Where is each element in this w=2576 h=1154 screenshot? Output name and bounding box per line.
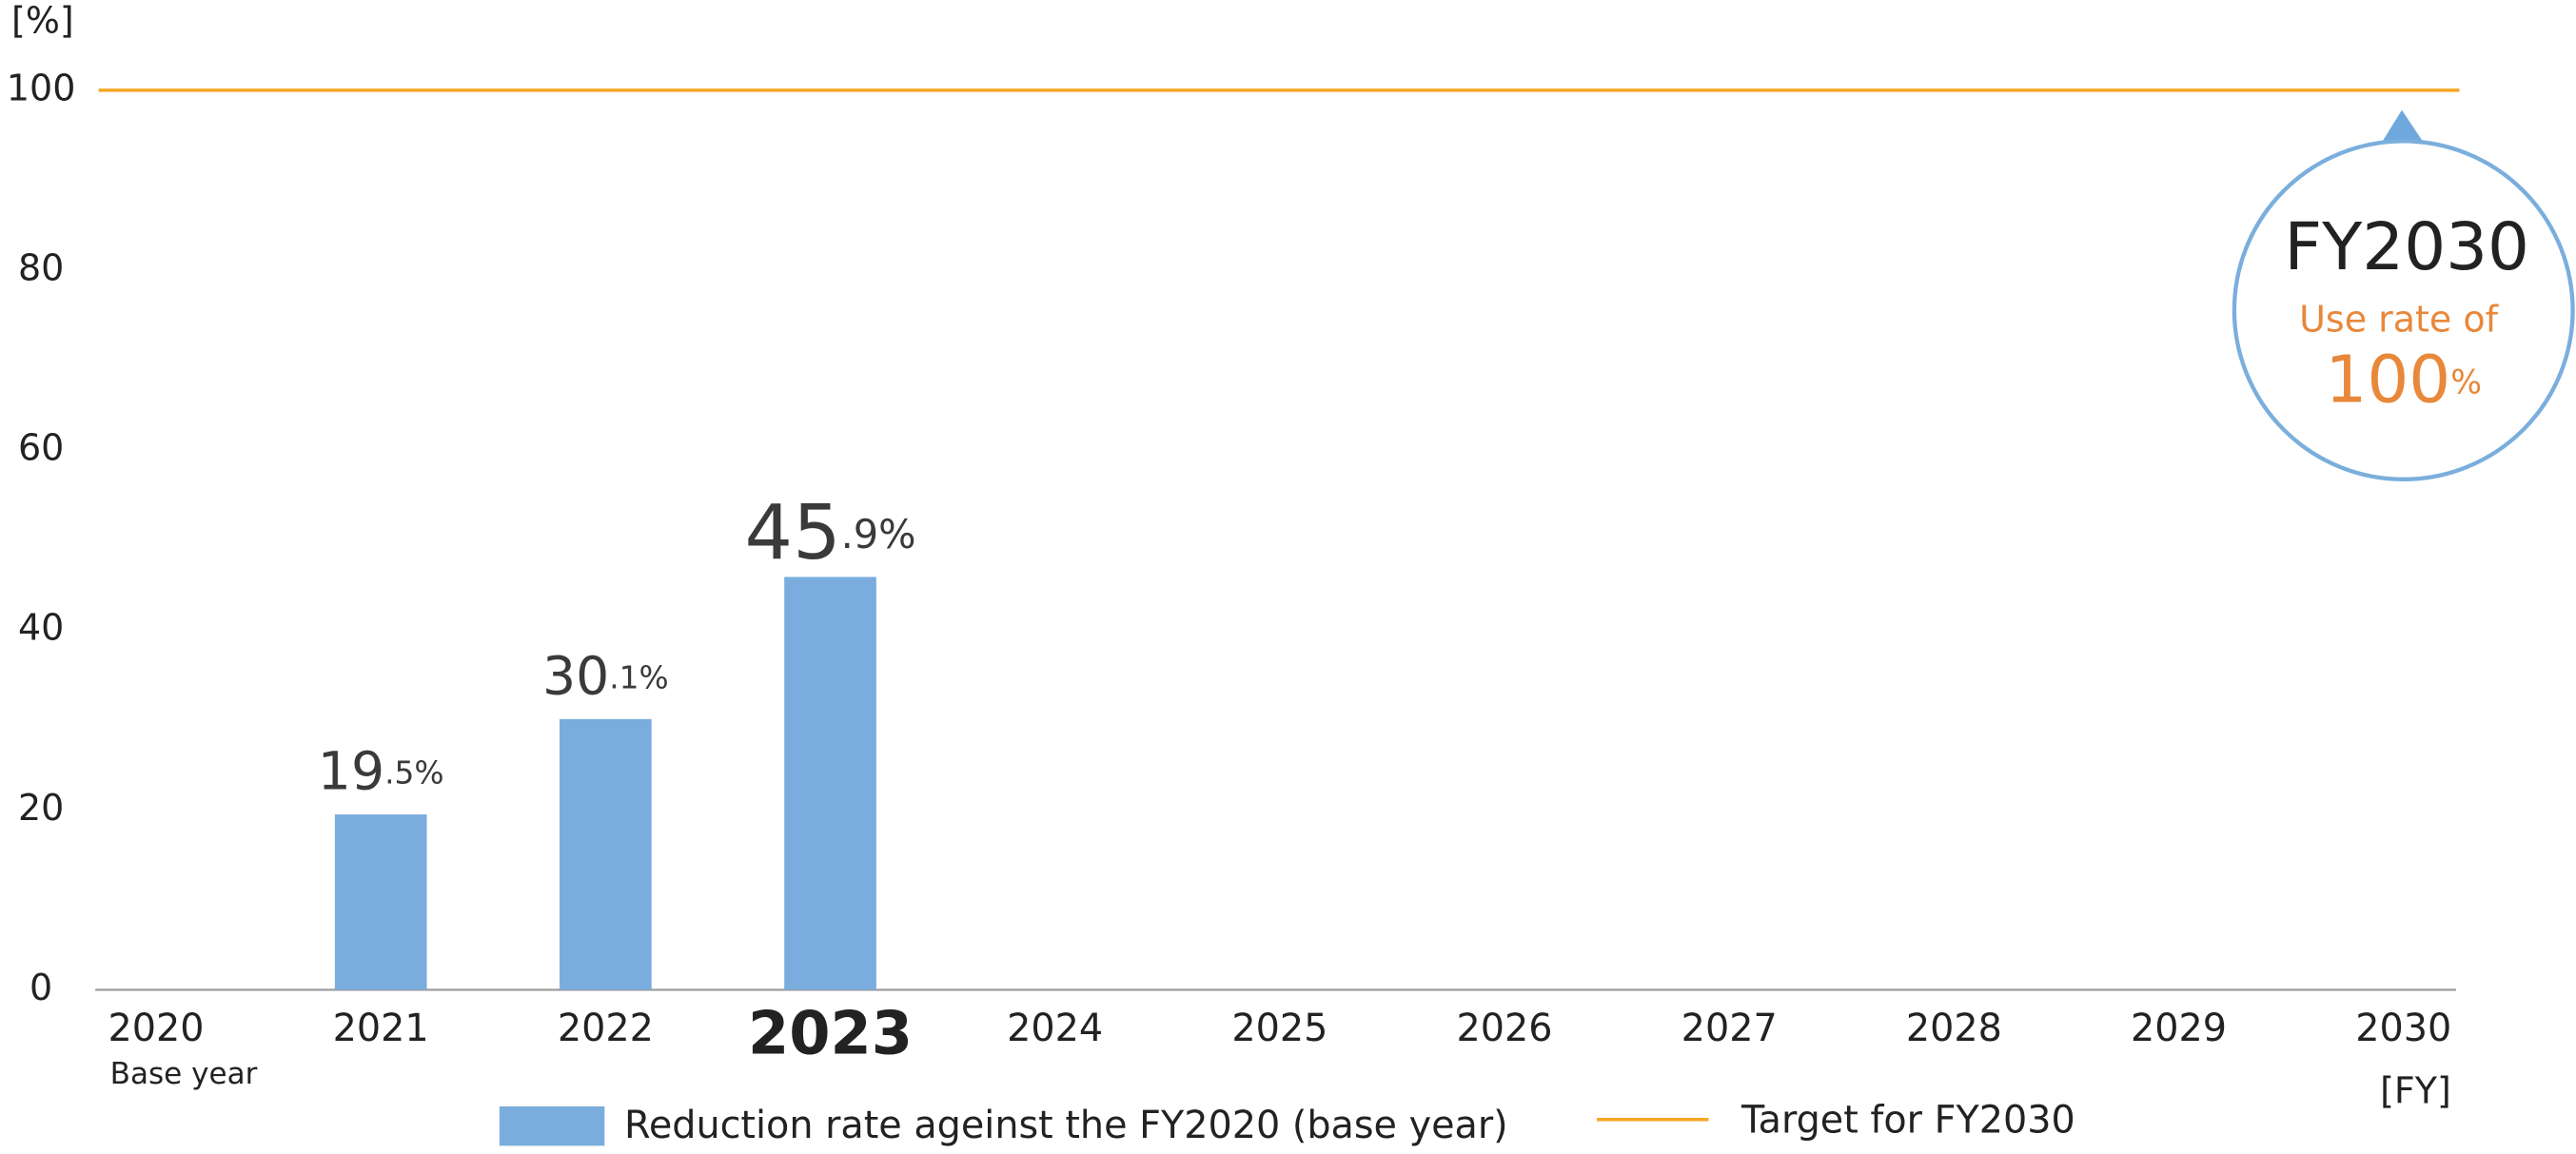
bar [560,718,652,990]
annotation-text: Use rate of [2299,299,2499,341]
legend-swatch [499,1105,605,1146]
value-label: 30.1% [542,647,669,708]
x-axis-label: [FY] [2380,1070,2451,1112]
x-tick-label: 2025 [1231,1007,1327,1050]
x-tick-label: 2030 [2355,1007,2451,1050]
value-label: 45.9% [745,488,916,577]
x-tick-label: 2028 [1906,1007,2002,1050]
x-tick-label: 2022 [558,1007,654,1050]
bar [334,814,427,990]
legend-label: Reduction rate ageinst the FY2020 (base … [624,1104,1508,1147]
y-tick-label: 0 [29,967,52,1008]
y-tick-label: 20 [18,787,64,829]
y-tick-label: 40 [18,607,64,649]
y-tick-label: 60 [18,427,64,469]
x-tick-label: 2020 [108,1007,204,1050]
x-tick-label: 2027 [1681,1007,1778,1050]
x-tick-sublabel: Base year [110,1057,258,1091]
x-tick-label: 2026 [1457,1007,1553,1050]
x-tick-label: 2021 [333,1007,429,1050]
legend-label: Target for FY2030 [1740,1099,2075,1143]
value-label: 19.5% [318,742,444,803]
x-tick-label: 2023 [748,999,913,1068]
y-tick-label: 80 [18,247,64,289]
y-tick-label: 100 [7,67,76,108]
bar [784,577,876,990]
annotation-circle [2232,139,2575,481]
annotation-pointer [2380,109,2426,145]
y-axis-label: [%] [11,0,74,42]
x-tick-label: 2029 [2131,1007,2227,1050]
annotation-value: 100% [2325,342,2482,419]
x-tick-label: 2024 [1007,1007,1103,1050]
annotation-title: FY2030 [2284,209,2529,285]
